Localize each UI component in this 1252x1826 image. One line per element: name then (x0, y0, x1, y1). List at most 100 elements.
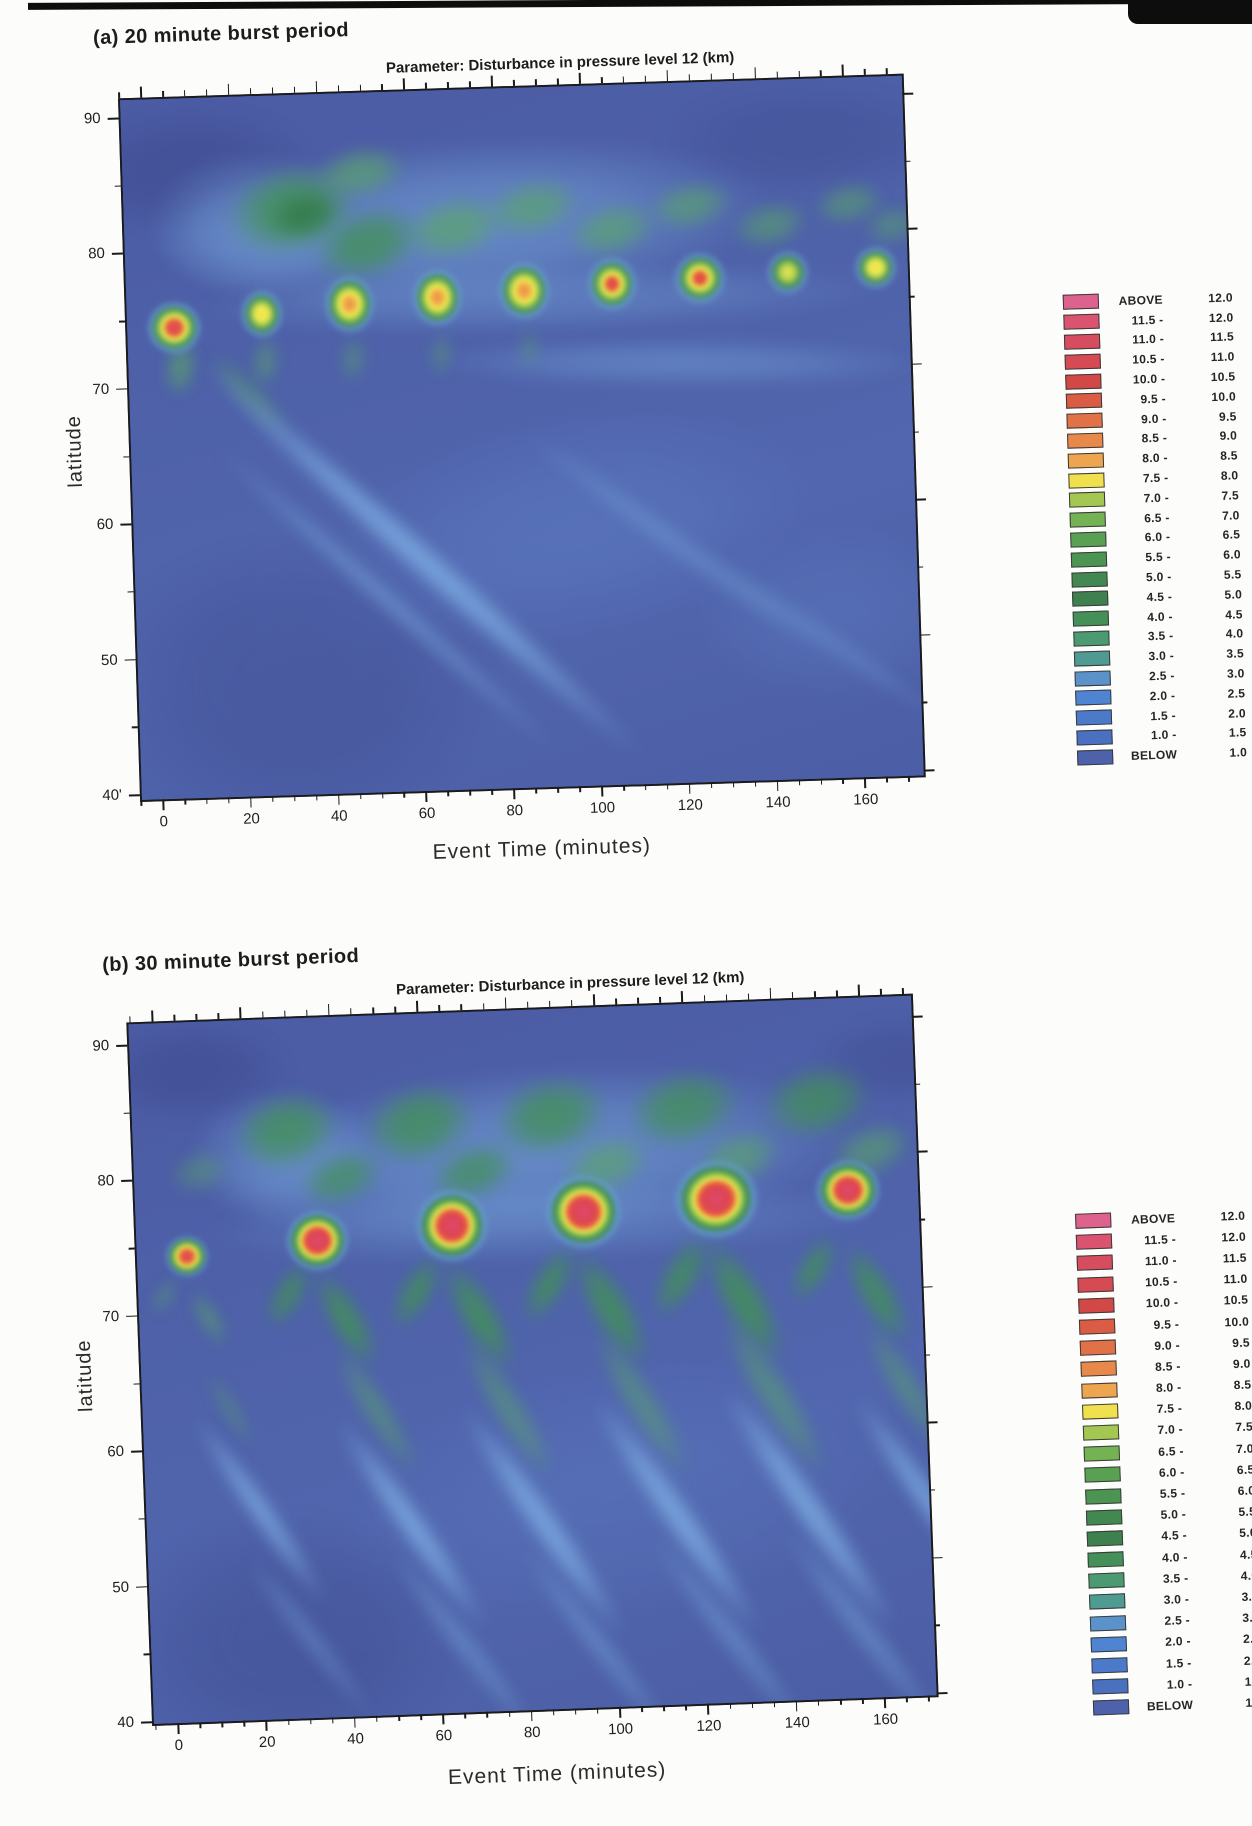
x-tick-label: 140 (765, 793, 791, 812)
legend-range-value: 12.0 (1208, 290, 1234, 306)
y-axis-tick (116, 388, 128, 391)
x-axis-tick (359, 793, 362, 800)
x-axis-tick (305, 1009, 308, 1016)
x-axis-tick (513, 788, 516, 800)
x-axis-tick (249, 88, 252, 95)
x-axis-tick (221, 1721, 224, 1728)
legend-range-value: 8.0 (1234, 1398, 1252, 1414)
x-axis-tick (416, 1000, 419, 1012)
legend-range-value: 3.0 (1242, 1610, 1252, 1626)
legend-range-label: 1.5 - (1150, 708, 1177, 723)
x-axis-tick (600, 77, 603, 84)
legend-range-label: ABOVE (1118, 292, 1164, 308)
x-axis-tick (841, 64, 844, 76)
x-axis-tick (795, 1700, 798, 1712)
legend-swatch (1088, 1593, 1126, 1611)
legend-range-value: 2.5 (1227, 686, 1246, 701)
legend-swatch (1063, 313, 1100, 330)
legend-range-label: 3.5 - (1147, 628, 1174, 644)
x-axis-tick (791, 992, 794, 999)
legend-range-value: 8.0 (1220, 468, 1239, 483)
legend-range-value: 4.0 (1240, 1568, 1252, 1583)
legend-range-label: 7.0 - (1143, 490, 1170, 506)
x-axis-tick (773, 1701, 776, 1708)
legend-range-label: 11.0 - (1144, 1253, 1178, 1269)
x-axis-tick (857, 984, 860, 996)
x-axis-tick (129, 1016, 132, 1023)
legend-swatch (1074, 669, 1111, 687)
color-legend: ABOVE 12.0 11.5 - 12.0 11.0 - 11.5 10.5 - 11.0 1… (1075, 1205, 1252, 1719)
y-axis-tick (923, 769, 935, 772)
panel-heading: (a) 20 minute burst period (92, 19, 350, 50)
y-axis-tick (919, 633, 931, 636)
legend-range-value: 5.5 (1223, 567, 1242, 582)
y-axis-tick (136, 1585, 148, 1588)
y-tick-label: 40 (117, 1713, 135, 1732)
legend-range-label: 4.0 - (1161, 1549, 1188, 1565)
legend-range-label: 11.5 - (1131, 312, 1164, 328)
legend-range-value: 6.5 (1222, 527, 1241, 543)
legend-range-label: 4.5 - (1161, 1528, 1188, 1544)
x-axis-tick (331, 1717, 334, 1724)
y-axis-tick (929, 1489, 936, 1492)
y-axis-tick (127, 591, 134, 593)
x-axis-tick (530, 1710, 533, 1722)
y-tick-label: 70 (92, 380, 110, 399)
x-axis-tick (359, 84, 362, 91)
x-tick-label: 20 (242, 810, 261, 828)
x-axis-tick (776, 779, 779, 791)
plot-title: Parameter: Disturbance in pressure level… (395, 968, 745, 999)
legend-range-label: BELOW (1146, 1697, 1194, 1714)
x-axis-tick (776, 71, 779, 78)
x-axis-tick (438, 1004, 441, 1012)
legend-swatch (1085, 1487, 1122, 1505)
y-tick-label: 50 (100, 651, 118, 669)
x-tick-label: 40 (346, 1730, 365, 1748)
legend-range-label: 4.0 - (1147, 609, 1174, 624)
x-axis-tick (199, 1722, 202, 1729)
legend-range-label: 6.0 - (1144, 529, 1171, 545)
x-axis-tick (155, 1723, 157, 1730)
x-axis-tick (644, 784, 647, 791)
y-axis-tick (931, 1556, 943, 1559)
y-axis-tick (908, 295, 915, 298)
y-axis-tick (906, 227, 918, 230)
x-axis-tick (420, 1714, 423, 1721)
x-axis-tick (798, 779, 801, 786)
x-axis-tick (729, 1702, 732, 1709)
x-axis-label: Event Time (minutes) (432, 833, 652, 864)
legend-swatch (1084, 1466, 1121, 1483)
x-tick-label: 40 (330, 807, 348, 826)
x-axis-tick (556, 78, 559, 85)
legend-swatch (1086, 1530, 1124, 1547)
x-axis-tick (315, 81, 318, 93)
legend-range-label: 5.0 - (1145, 569, 1172, 585)
x-tick-label: 120 (696, 1717, 722, 1736)
x-axis-tick (880, 988, 882, 995)
legend-range-label: 8.5 - (1141, 431, 1168, 446)
x-axis-tick (512, 79, 515, 86)
legend-range-label: 2.5 - (1148, 668, 1175, 684)
x-axis-tick (293, 86, 296, 93)
legend-swatch (1091, 1657, 1128, 1674)
legend-range-value: 10.0 (1211, 389, 1237, 405)
y-tick-label: 70 (102, 1307, 120, 1326)
x-axis-tick (151, 1010, 154, 1022)
x-axis-tick (460, 1004, 463, 1011)
x-axis-tick (906, 1696, 908, 1703)
x-tick-label: 140 (784, 1713, 811, 1732)
legend-swatch (1087, 1551, 1124, 1568)
x-axis-tick (228, 797, 230, 804)
x-axis-tick (637, 997, 639, 1004)
y-axis-tick (914, 498, 927, 501)
legend-range-value: 10.5 (1223, 1292, 1249, 1308)
x-axis-tick (482, 1003, 485, 1010)
heat-region (248, 334, 283, 390)
legend-swatch (1071, 571, 1108, 588)
legend-swatch (1067, 432, 1104, 449)
x-axis-tick (381, 84, 384, 91)
x-axis-tick (813, 991, 816, 998)
x-axis-tick (601, 785, 603, 797)
legend-swatch (1076, 1254, 1114, 1272)
x-axis-tick (820, 70, 822, 77)
